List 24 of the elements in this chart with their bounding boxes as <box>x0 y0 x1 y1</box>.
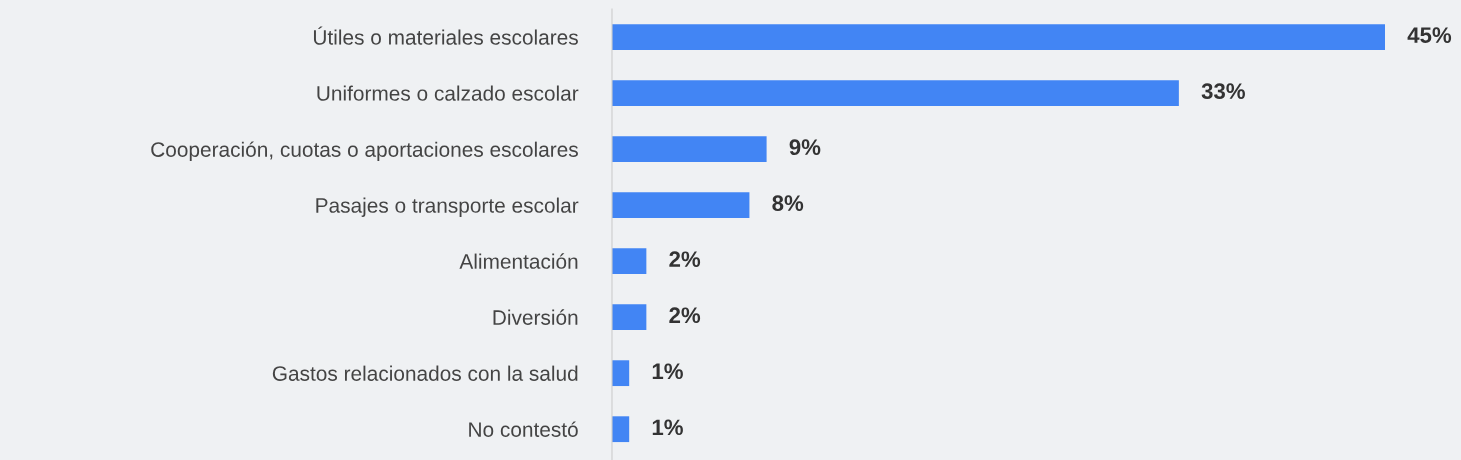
bar <box>612 304 647 331</box>
bar <box>612 24 1385 50</box>
data-label: 2% <box>669 251 701 268</box>
data-label: 9% <box>789 139 821 156</box>
y-tick-label: Uniformes o calzado escolar <box>317 85 579 101</box>
y-tick-label: Gastos relacionados con la salud <box>272 365 578 381</box>
bar <box>612 136 767 162</box>
data-label: 33% <box>1201 83 1245 100</box>
y-tick-label: Cooperación, cuotas o aportaciones escolares <box>151 141 578 162</box>
bar <box>612 80 1179 106</box>
y-tick-label: Pasajes o transporte escolar <box>316 197 579 217</box>
y-tick-label: Útiles o materiales escolares <box>313 26 578 45</box>
bar <box>612 192 750 218</box>
data-label: 8% <box>772 195 804 212</box>
data-label: 1% <box>652 419 683 436</box>
y-tick-label: Alimentación <box>459 253 578 269</box>
data-label: 1% <box>652 363 683 380</box>
data-label: 45% <box>1407 27 1452 43</box>
data-label: 2% <box>669 307 701 324</box>
bar <box>612 360 630 387</box>
bar <box>612 416 630 443</box>
y-tick-label: No contestó <box>469 421 578 437</box>
y-tick-label: Diversión <box>493 309 578 325</box>
bar <box>612 248 647 274</box>
